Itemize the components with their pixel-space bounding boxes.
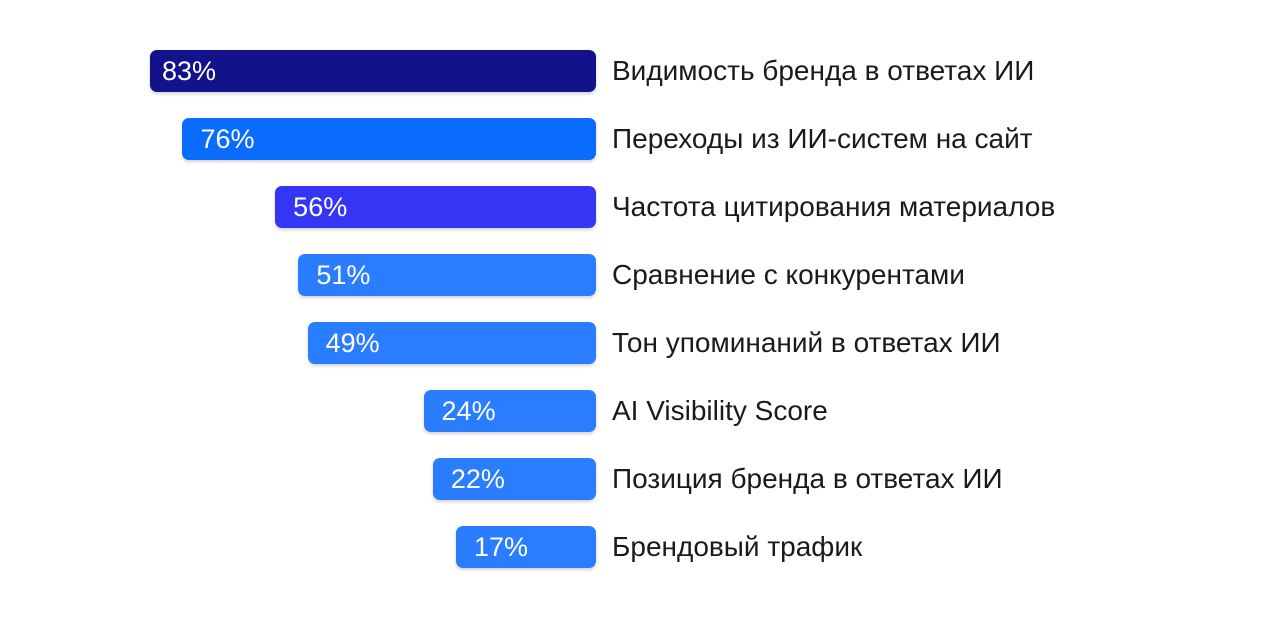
bar-value-label: 49%: [325, 328, 380, 358]
bar: 51%: [298, 254, 596, 296]
bar: 76%: [182, 118, 596, 160]
bar: 17%: [456, 526, 596, 568]
bar-value-label: 56%: [293, 192, 348, 222]
category-label: Тон упоминаний в ответах ИИ: [612, 327, 1001, 358]
bar: 83%: [150, 50, 596, 92]
bar: 24%: [423, 390, 596, 432]
bar-value-label: 51%: [316, 260, 371, 290]
bar: 56%: [275, 186, 596, 228]
bar: 49%: [307, 322, 596, 364]
category-label: Сравнение с конкурентами: [612, 259, 965, 290]
category-label: Частота цитирования материалов: [612, 191, 1056, 222]
category-label: Видимость бренда в ответах ИИ: [612, 55, 1035, 86]
bar-value-label: 22%: [450, 464, 505, 494]
bar: 22%: [432, 458, 596, 500]
bar-value-label: 76%: [200, 124, 255, 154]
category-label: Переходы из ИИ-систем на сайт: [612, 123, 1033, 154]
bar-value-label: 83%: [162, 56, 217, 86]
category-label: Брендовый трафик: [612, 531, 863, 562]
bar-value-label: 24%: [441, 396, 496, 426]
category-label: Позиция бренда в ответах ИИ: [612, 463, 1003, 494]
bar-value-label: 17%: [474, 532, 529, 562]
category-label: AI Visibility Score: [612, 395, 828, 426]
